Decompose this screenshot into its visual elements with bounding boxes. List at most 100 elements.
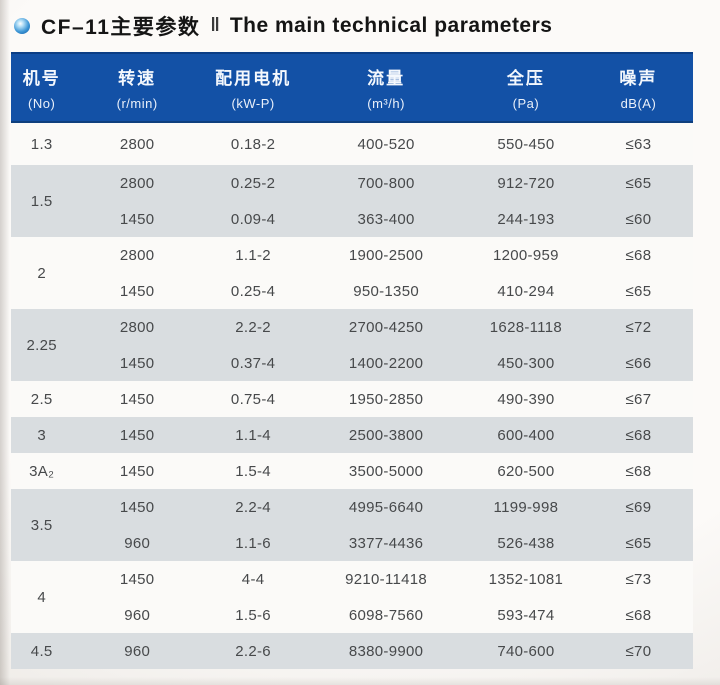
- column-header-label: 配用电机: [215, 69, 292, 88]
- table-cell: 0.75-4: [201, 381, 305, 417]
- column-header-label: 机号: [22, 69, 61, 88]
- column-header-label: 全压: [506, 69, 545, 88]
- table-cell: 1352-1081: [467, 561, 584, 597]
- table-cell: 1.1-2: [201, 237, 305, 273]
- table-cell: 1.5-6: [201, 597, 305, 633]
- table-cell: 1199-998: [467, 489, 584, 525]
- table-row: 4 1450 4-4 9210-11418 1352-1081 ≤73: [11, 561, 693, 633]
- table-cell: 2800: [72, 122, 202, 165]
- machine-no-cell: 1.3: [11, 122, 73, 165]
- table-cell: ≤66: [583, 345, 693, 381]
- table-header-row: 机号 (No) 转速 (r/min) 配用电机 (kW-P) 流量 (m³/h) 全压 (Pa) 噪…: [11, 52, 693, 123]
- table-cell: 1.1-6: [201, 525, 305, 561]
- table-cell: ≤68: [583, 417, 693, 453]
- bullet-icon: [14, 18, 30, 34]
- table-cell: 0.37-4: [201, 345, 305, 381]
- table-cell: 400-520: [304, 122, 468, 165]
- column-header-unit: (r/min): [116, 96, 158, 111]
- table-cell: 700-800: [304, 165, 468, 201]
- table-cell: 0.25-4: [201, 273, 305, 309]
- column-header-label: 流量: [367, 69, 406, 88]
- table-cell: ≤67: [583, 381, 693, 417]
- table-header: 机号 (No) 转速 (r/min) 配用电机 (kW-P) 流量 (m³/h) 全压 (Pa) 噪…: [11, 52, 693, 123]
- table-cell: 1450: [72, 561, 202, 597]
- table-cell: 1400-2200: [304, 345, 468, 381]
- column-header-noise: 噪声 dB(A): [583, 52, 693, 123]
- table-cell: 740-600: [467, 633, 584, 669]
- table-cell: 244-193: [467, 201, 584, 237]
- table-cell: ≤65: [583, 525, 693, 561]
- table-cell: 8380-9900: [304, 633, 468, 669]
- table-cell: ≤65: [583, 165, 693, 201]
- table-cell: 960: [72, 597, 202, 633]
- column-header-label: 转速: [118, 69, 157, 88]
- table-body: 1.3 2800 0.18-2 400-520 550-450 ≤63 1.5 2800 0.2…: [11, 122, 693, 669]
- page-title: CF–11主要参数 ‖ The main technical parameter…: [0, 0, 720, 52]
- column-header-motor: 配用电机 (kW-P): [201, 52, 305, 123]
- table-cell: 950-1350: [304, 273, 468, 309]
- column-header-no: 机号 (No): [11, 52, 73, 123]
- table-cell: 600-400: [467, 417, 584, 453]
- machine-no-cell: 3: [11, 417, 73, 453]
- table-cell: ≤73: [583, 561, 693, 597]
- table-cell: 0.25-2: [201, 165, 305, 201]
- table-row: 3A₂ 1450 1.5-4 3500-5000 620-500 ≤68: [11, 453, 693, 489]
- parameters-table: 机号 (No) 转速 (r/min) 配用电机 (kW-P) 流量 (m³/h) 全压 (Pa) 噪…: [11, 52, 693, 669]
- table-cell: ≤70: [583, 633, 693, 669]
- table-cell: 450-300: [467, 345, 584, 381]
- table-row: 1.3 2800 0.18-2 400-520 550-450 ≤63: [11, 122, 693, 165]
- table-row: 1.5 2800 0.25-2 700-800 912-720 ≤65: [11, 165, 693, 237]
- table-cell: 1450: [72, 345, 202, 381]
- table-row: 960 1.5-6 6098-7560 593-474 ≤68: [11, 597, 693, 633]
- machine-no-cell: 2.25: [11, 309, 73, 381]
- column-header-speed: 转速 (r/min): [72, 52, 202, 123]
- column-header-unit: dB(A): [620, 96, 657, 111]
- table-cell: 1200-959: [467, 237, 584, 273]
- table-cell: ≤69: [583, 489, 693, 525]
- table-cell: ≤68: [583, 453, 693, 489]
- table-cell: ≤60: [583, 201, 693, 237]
- table-cell: 6098-7560: [304, 597, 468, 633]
- table-row: 2.25 2800 2.2-2 2700-4250 1628-1118 ≤72: [11, 309, 693, 381]
- table-cell: 2700-4250: [304, 309, 468, 345]
- table-cell: 526-438: [467, 525, 584, 561]
- machine-no-cell: 3.5: [11, 489, 73, 561]
- table-cell: 2.2-6: [201, 633, 305, 669]
- table-row: 1450 0.09-4 363-400 244-193 ≤60: [11, 201, 693, 237]
- table-cell: 960: [72, 633, 202, 669]
- table-cell: 2800: [72, 165, 202, 201]
- column-header-label: 噪声: [619, 69, 658, 88]
- machine-no-cell: 4: [11, 561, 73, 633]
- machine-no-cell: 2.5: [11, 381, 73, 417]
- table-cell: 1900-2500: [304, 237, 468, 273]
- table-cell: 410-294: [467, 273, 584, 309]
- column-header-unit: (kW-P): [231, 96, 275, 111]
- title-chinese: CF–11主要参数: [41, 16, 201, 39]
- machine-no-cell: 3A₂: [11, 453, 73, 489]
- table-cell: 550-450: [467, 122, 584, 165]
- column-header-flow: 流量 (m³/h): [304, 52, 468, 123]
- table-cell: 1450: [72, 453, 202, 489]
- table-cell: ≤68: [583, 597, 693, 633]
- table-cell: 4-4: [201, 561, 305, 597]
- table-cell: 960: [72, 525, 202, 561]
- table-cell: 2.2-4: [201, 489, 305, 525]
- table-row: 2 2800 1.1-2 1900-2500 1200-959 ≤68: [11, 237, 693, 309]
- column-header-unit: (Pa): [512, 96, 540, 111]
- table-cell: ≤72: [583, 309, 693, 345]
- machine-no-cell: 2: [11, 237, 73, 309]
- table-cell: 1628-1118: [467, 309, 584, 345]
- table-row: 4.5 960 2.2-6 8380-9900 740-600 ≤70: [11, 633, 693, 669]
- table-cell: 1950-2850: [304, 381, 468, 417]
- table-cell: 1450: [72, 381, 202, 417]
- table-cell: ≤68: [583, 237, 693, 273]
- table-cell: 1.1-4: [201, 417, 305, 453]
- title-separator: ‖: [210, 15, 220, 36]
- table-cell: 1450: [72, 489, 202, 525]
- table-cell: 1450: [72, 417, 202, 453]
- table-cell: 1450: [72, 201, 202, 237]
- column-header-pressure: 全压 (Pa): [467, 52, 584, 123]
- column-header-unit: (No): [28, 96, 56, 111]
- table-cell: 912-720: [467, 165, 584, 201]
